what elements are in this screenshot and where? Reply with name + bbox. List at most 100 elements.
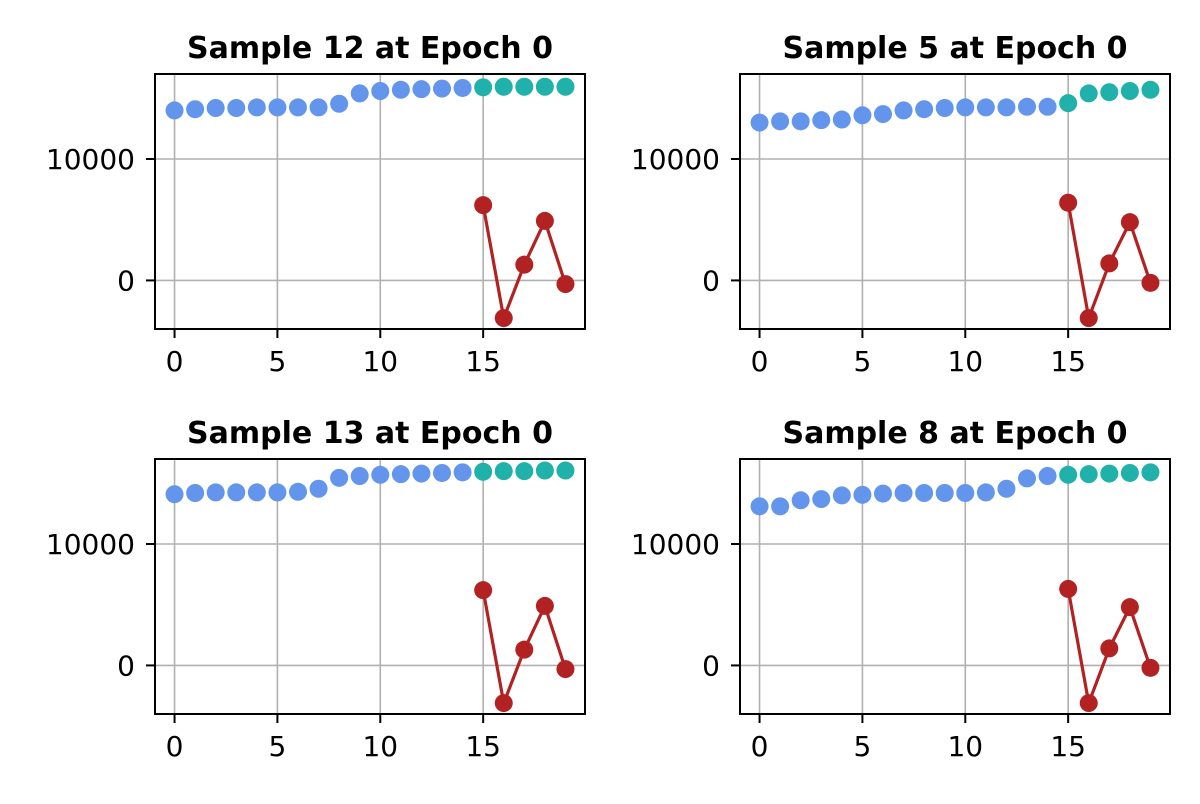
data-point bbox=[556, 275, 575, 294]
y-tick-label: 0 bbox=[702, 649, 720, 682]
x-tick-label: 5 bbox=[269, 730, 287, 763]
data-point bbox=[1141, 80, 1160, 99]
x-tick-label: 10 bbox=[362, 730, 398, 763]
data-point bbox=[350, 467, 369, 485]
data-point bbox=[750, 497, 769, 516]
x-tick-label: 15 bbox=[465, 730, 501, 763]
x-tick-label: 15 bbox=[1050, 345, 1086, 378]
y-tick-label: 0 bbox=[117, 264, 135, 297]
data-point bbox=[976, 483, 995, 502]
subplot-1: Sample 12 at Epoch 0 0 5 10 15 0 10000 bbox=[46, 31, 586, 378]
axes-frame bbox=[739, 73, 1171, 330]
data-point bbox=[1100, 254, 1119, 273]
data-point bbox=[1079, 309, 1098, 328]
data-point bbox=[391, 465, 410, 484]
data-point bbox=[371, 82, 390, 100]
data-point bbox=[494, 77, 513, 96]
data-point bbox=[206, 483, 225, 502]
data-point bbox=[791, 112, 810, 131]
data-point bbox=[247, 483, 266, 502]
data-point bbox=[1038, 97, 1057, 116]
subplot-title: Sample 8 at Epoch 0 bbox=[782, 416, 1127, 451]
data-point bbox=[1059, 579, 1078, 598]
data-point bbox=[556, 461, 575, 480]
subplot-title: Sample 13 at Epoch 0 bbox=[187, 416, 553, 451]
data-point bbox=[309, 479, 328, 498]
data-point bbox=[935, 99, 954, 117]
x-tick-label: 0 bbox=[751, 345, 769, 378]
data-point bbox=[453, 463, 472, 482]
x-tick-label: 0 bbox=[166, 730, 184, 763]
data-point bbox=[832, 486, 851, 505]
data-point bbox=[1100, 639, 1119, 658]
data-point bbox=[309, 98, 328, 117]
data-point bbox=[288, 98, 307, 117]
data-point bbox=[515, 77, 534, 96]
data-point bbox=[873, 105, 892, 124]
data-point bbox=[371, 465, 390, 484]
data-point bbox=[227, 483, 246, 502]
data-point bbox=[433, 79, 452, 98]
data-point bbox=[1141, 273, 1160, 292]
data-point bbox=[268, 98, 287, 117]
data-point bbox=[832, 110, 851, 129]
data-point bbox=[1079, 694, 1098, 713]
data-point bbox=[412, 80, 431, 99]
y-tick-label: 0 bbox=[117, 649, 135, 682]
data-point bbox=[935, 484, 954, 502]
axes-frame bbox=[154, 458, 586, 715]
data-point bbox=[1100, 83, 1119, 102]
data-point bbox=[268, 483, 287, 502]
x-tick-label: 15 bbox=[1050, 730, 1086, 763]
data-point bbox=[433, 463, 452, 482]
data-point bbox=[206, 99, 225, 117]
data-point bbox=[535, 596, 554, 615]
data-point bbox=[330, 94, 349, 113]
data-point bbox=[1120, 463, 1139, 482]
data-point bbox=[1018, 469, 1037, 488]
x-tick-label: 5 bbox=[854, 345, 872, 378]
data-point bbox=[1059, 193, 1078, 212]
x-tick-label: 0 bbox=[166, 345, 184, 378]
axes-frame bbox=[739, 458, 1171, 715]
subplot-title: Sample 5 at Epoch 0 bbox=[782, 31, 1127, 66]
data-point bbox=[494, 694, 513, 713]
data-point bbox=[1120, 82, 1139, 100]
data-point bbox=[1059, 94, 1078, 113]
data-point bbox=[1059, 465, 1078, 484]
data-point bbox=[997, 479, 1016, 498]
data-point bbox=[791, 491, 810, 510]
data-point bbox=[1141, 658, 1160, 677]
data-point bbox=[535, 461, 554, 480]
data-point bbox=[453, 78, 472, 97]
subplot-3: Sample 13 at Epoch 0 0 5 10 15 0 10000 bbox=[46, 416, 586, 763]
data-point bbox=[515, 640, 534, 659]
data-point bbox=[515, 255, 534, 274]
subplot-2: Sample 5 at Epoch 0 0 5 10 15 0 10000 bbox=[631, 31, 1171, 378]
x-tick-label: 10 bbox=[947, 730, 983, 763]
x-tick-label: 0 bbox=[751, 730, 769, 763]
data-point bbox=[771, 112, 790, 131]
data-point bbox=[750, 113, 769, 132]
y-tick-label: 10000 bbox=[46, 528, 135, 561]
data-point bbox=[1100, 464, 1119, 483]
data-point bbox=[227, 99, 246, 117]
y-tick-label: 10000 bbox=[631, 528, 720, 561]
data-point bbox=[350, 84, 369, 103]
data-point bbox=[873, 484, 892, 503]
data-point bbox=[474, 78, 493, 97]
data-point bbox=[853, 485, 872, 504]
data-point bbox=[186, 100, 205, 119]
data-point bbox=[494, 309, 513, 328]
data-point bbox=[165, 485, 184, 504]
data-point bbox=[956, 98, 975, 117]
data-point bbox=[474, 581, 493, 600]
data-point bbox=[915, 484, 934, 502]
x-tick-label: 15 bbox=[465, 345, 501, 378]
data-point bbox=[894, 484, 913, 502]
data-point bbox=[997, 98, 1016, 117]
x-tick-label: 5 bbox=[854, 730, 872, 763]
data-point bbox=[391, 80, 410, 99]
